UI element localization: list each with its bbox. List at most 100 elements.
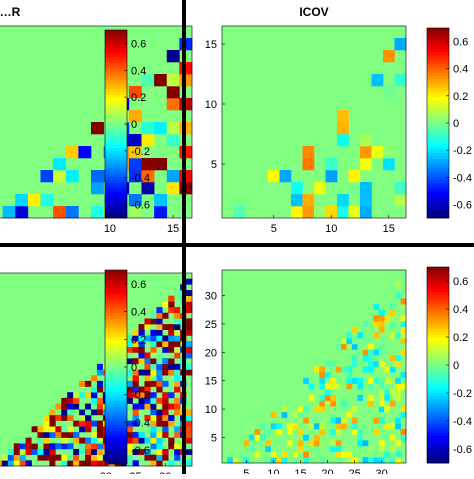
heatmap-cell bbox=[174, 329, 181, 336]
heatmap-cell bbox=[156, 386, 163, 393]
heatmap-cell bbox=[233, 206, 246, 219]
heatmap-cell bbox=[281, 451, 288, 458]
colorbar-segment bbox=[105, 44, 127, 49]
colorbar-segment bbox=[105, 454, 127, 459]
heatmap-cell bbox=[373, 355, 380, 362]
heatmap-cell bbox=[91, 397, 98, 404]
colorbar-segment bbox=[427, 334, 449, 338]
heatmap-cell bbox=[341, 343, 347, 350]
colorbar-segment bbox=[427, 407, 449, 412]
heatmap-cell bbox=[43, 420, 50, 427]
colorbar-tick-label: 0.6 bbox=[453, 276, 468, 288]
colorbar-segment bbox=[427, 108, 449, 112]
colorbar-segment bbox=[105, 162, 127, 166]
heatmap-cell bbox=[303, 434, 309, 441]
heatmap-cell bbox=[19, 448, 26, 455]
heatmap-cell bbox=[168, 329, 175, 336]
heatmap-cell bbox=[138, 392, 145, 399]
heatmap-cell bbox=[31, 443, 38, 450]
heatmap-cell bbox=[360, 146, 372, 159]
colorbar-segment bbox=[105, 382, 127, 386]
colorbar-tick-label: -0.6 bbox=[131, 200, 150, 212]
heatmap-cell bbox=[373, 457, 380, 464]
heatmap-cell bbox=[96, 437, 104, 444]
colorbar-segment bbox=[105, 418, 127, 422]
heatmap-cell bbox=[174, 307, 181, 314]
heatmap-cell bbox=[395, 440, 401, 447]
heatmap-cell bbox=[174, 380, 181, 387]
colorbar-segment bbox=[105, 115, 127, 119]
heatmap-cell bbox=[138, 369, 145, 376]
heatmap-cell bbox=[389, 360, 396, 367]
y-tick-label: 10 bbox=[205, 404, 217, 416]
heatmap-cell bbox=[156, 431, 163, 438]
heatmap-cell bbox=[156, 409, 163, 416]
heatmap-cell bbox=[141, 158, 155, 171]
colorbar-segment bbox=[105, 445, 127, 450]
colorbar-segment bbox=[427, 176, 449, 180]
colorbar-segment bbox=[105, 47, 127, 51]
heatmap-cell bbox=[96, 409, 104, 416]
heatmap-cell bbox=[400, 326, 407, 333]
heatmap-cell bbox=[91, 431, 98, 438]
heatmap-cell bbox=[335, 423, 342, 430]
y-tick-label: 15 bbox=[205, 39, 217, 51]
heatmap-cell bbox=[314, 423, 320, 430]
heatmap-cell bbox=[96, 369, 104, 376]
heatmap-cell bbox=[337, 134, 349, 147]
colorbar-segment bbox=[105, 112, 127, 116]
heatmap-cell bbox=[132, 363, 139, 370]
heatmap-cell bbox=[297, 406, 304, 413]
heatmap-cell bbox=[303, 417, 309, 424]
heatmap-cell bbox=[168, 392, 175, 399]
colorbar-segment bbox=[427, 361, 449, 366]
heatmap-cell bbox=[319, 394, 326, 401]
heatmap-cell bbox=[360, 158, 372, 171]
colorbar-segment bbox=[105, 309, 127, 313]
heatmap-cell bbox=[85, 454, 92, 461]
heatmap-cell bbox=[49, 414, 56, 421]
heatmap-cell bbox=[126, 363, 133, 370]
heatmap-cell bbox=[368, 400, 374, 407]
heatmap-cell bbox=[126, 460, 133, 467]
heatmap-cell bbox=[341, 366, 347, 373]
colorbar-segment bbox=[427, 125, 449, 130]
heatmap-cell bbox=[400, 383, 407, 390]
colorbar-segment bbox=[105, 279, 127, 283]
x-tick-label: 10 bbox=[104, 223, 116, 235]
heatmap-cell bbox=[73, 392, 80, 399]
heatmap-cell bbox=[168, 346, 175, 353]
colorbar-tick-label: 0 bbox=[453, 118, 459, 130]
heatmap-cell bbox=[79, 448, 86, 455]
heatmap-cell bbox=[19, 437, 26, 444]
heatmap-cell bbox=[150, 329, 157, 336]
heatmap-cell bbox=[362, 343, 369, 350]
colorbar-tick-label: -0.4 bbox=[453, 172, 472, 184]
heatmap-cell bbox=[144, 386, 151, 393]
heatmap-cell bbox=[13, 454, 21, 461]
heatmap-cell bbox=[389, 434, 396, 441]
heatmap-cell bbox=[174, 335, 181, 342]
colorbar-segment bbox=[427, 389, 449, 393]
heatmap-cell bbox=[395, 292, 401, 299]
heatmap-cell bbox=[156, 454, 163, 461]
colorbar-segment bbox=[427, 146, 449, 151]
heatmap-cell bbox=[400, 349, 407, 356]
heatmap-cell bbox=[174, 346, 181, 353]
heatmap-cell bbox=[368, 360, 374, 367]
heatmap-cell bbox=[292, 411, 299, 418]
heatmap-cell bbox=[85, 448, 92, 455]
colorbar-tick-label: 0.2 bbox=[131, 92, 146, 104]
heatmap-cell bbox=[292, 451, 299, 458]
colorbar-segment bbox=[427, 276, 449, 280]
colorbar-segment bbox=[427, 75, 449, 79]
heatmap-cell bbox=[128, 110, 142, 123]
heatmap-cell bbox=[67, 426, 74, 433]
heatmap-cell bbox=[362, 457, 369, 464]
colorbar-segment bbox=[427, 426, 449, 430]
colorbar-segment bbox=[427, 66, 449, 70]
heatmap-cell bbox=[384, 451, 391, 458]
colorbar-segment bbox=[105, 153, 127, 157]
heatmap-cell bbox=[156, 363, 163, 370]
